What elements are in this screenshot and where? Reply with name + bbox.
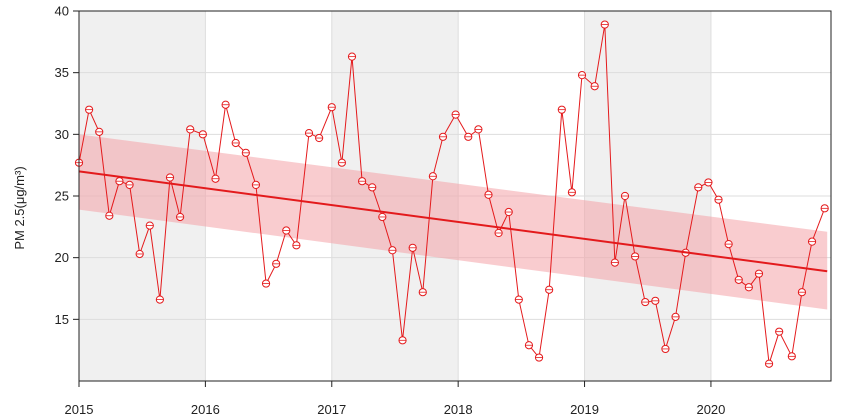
data-point	[261, 279, 271, 288]
data-point	[764, 359, 774, 368]
data-point	[125, 180, 134, 189]
y-tick-label: 15	[55, 312, 69, 327]
data-point	[631, 252, 640, 261]
y-tick-label: 25	[55, 189, 69, 204]
data-point	[155, 295, 164, 304]
data-point	[304, 129, 314, 138]
data-point	[600, 20, 609, 29]
data-point	[714, 195, 723, 204]
data-point	[754, 269, 764, 278]
x-tick-label: 2017	[317, 402, 346, 417]
data-point	[95, 127, 104, 136]
data-point	[610, 258, 619, 267]
data-point	[775, 327, 784, 336]
data-point	[241, 148, 250, 157]
x-tick-label: 2019	[570, 402, 599, 417]
data-point	[378, 212, 387, 222]
data-point	[557, 105, 566, 114]
data-point	[251, 180, 261, 189]
data-point	[545, 285, 554, 294]
data-point	[418, 288, 427, 297]
data-point	[327, 103, 336, 112]
data-point	[671, 312, 680, 321]
data-point	[115, 177, 124, 186]
series-layer	[74, 20, 829, 368]
data-point	[661, 344, 670, 354]
data-point	[734, 275, 743, 284]
data-point	[590, 82, 599, 91]
data-point	[85, 105, 94, 114]
data-point	[145, 221, 154, 230]
data-point	[358, 177, 367, 186]
data-point	[524, 341, 534, 350]
data-point	[484, 190, 493, 199]
data-point	[186, 125, 195, 134]
data-point	[438, 132, 448, 141]
data-point	[221, 100, 230, 109]
data-point	[176, 212, 185, 222]
data-point	[787, 352, 796, 361]
x-tick-label: 2016	[191, 402, 220, 417]
data-point	[292, 241, 301, 250]
data-point	[368, 183, 377, 192]
y-axis-label: PM 2.5(μg/m³)	[12, 166, 27, 249]
x-tick-label: 2015	[65, 402, 94, 417]
axes: 15 20 25 30 35 40 2015 2016 2017 2018 2019 2020	[55, 4, 726, 418]
data-point	[337, 158, 346, 167]
data-point	[567, 188, 577, 197]
data-point	[398, 336, 407, 345]
y-tick-label: 40	[55, 4, 69, 19]
data-point	[704, 178, 713, 187]
data-point	[451, 110, 460, 119]
data-point	[514, 295, 523, 304]
y-tick-label: 20	[55, 250, 69, 265]
data-point	[165, 173, 175, 182]
x-tick-label: 2018	[444, 402, 473, 417]
data-point	[282, 226, 291, 235]
data-point	[724, 240, 733, 249]
data-point	[474, 125, 483, 134]
data-point	[744, 283, 753, 292]
data-point	[620, 191, 630, 201]
y-tick-label: 35	[55, 65, 69, 80]
data-point	[135, 249, 144, 259]
data-point	[464, 132, 473, 141]
data-point	[534, 353, 544, 362]
data-point	[577, 71, 587, 80]
data-point	[315, 133, 324, 143]
data-point	[211, 174, 220, 183]
data-point	[347, 52, 357, 61]
data-point	[388, 246, 397, 255]
data-point	[198, 130, 207, 139]
data-point	[651, 296, 660, 305]
y-tick-label: 30	[55, 127, 69, 142]
data-point	[231, 138, 240, 148]
data-point	[408, 243, 417, 252]
trend-line	[78, 170, 828, 273]
data-point	[797, 288, 807, 297]
data-point	[694, 183, 703, 192]
data-point	[641, 297, 650, 307]
trend-layer	[78, 170, 828, 273]
data-point	[807, 237, 817, 246]
data-point	[272, 259, 281, 268]
data-point	[105, 211, 114, 220]
data-point	[494, 228, 503, 238]
x-tick-label: 2020	[696, 402, 725, 417]
data-point	[428, 172, 437, 181]
data-point	[820, 204, 829, 213]
data-point	[504, 207, 513, 217]
